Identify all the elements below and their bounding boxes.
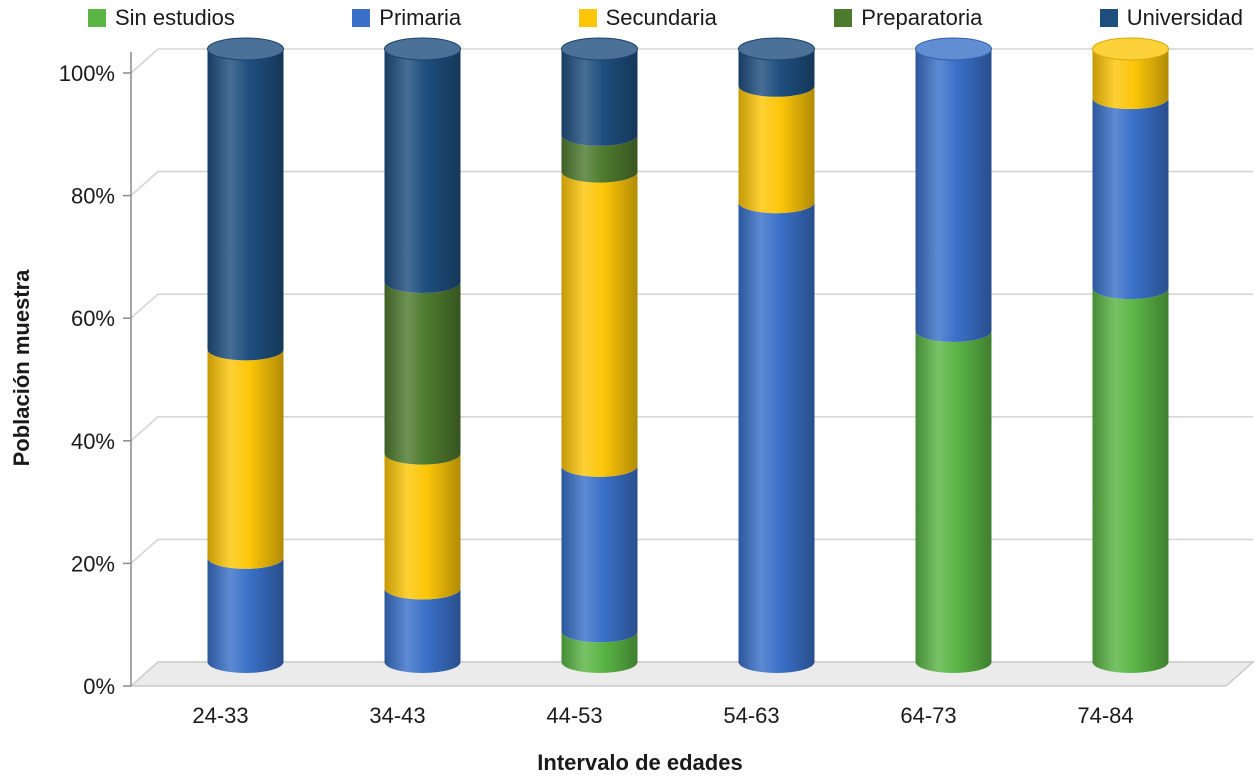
y-tick-label: 40% — [71, 429, 115, 454]
bar-segment-universidad-24-33 — [207, 49, 284, 361]
y-tick-label: 60% — [71, 306, 115, 331]
x-category-label: 74-84 — [1077, 703, 1133, 728]
bar-segment-secundaria-34-43 — [384, 453, 461, 600]
legend-swatch-universidad — [1099, 9, 1118, 27]
bar-segment-sin-estudios-74-84 — [1092, 288, 1169, 673]
bar-top-cap-44-53 — [561, 37, 638, 61]
legend-item-sin-estudios: Sin estudios — [88, 7, 235, 29]
bar-top-cap-24-33 — [207, 37, 284, 61]
bar-segment-sin-estudios-44-53 — [561, 631, 638, 673]
y-tick-label: 0% — [83, 674, 115, 699]
x-category-label: 44-53 — [546, 703, 602, 728]
bar-segment-universidad-44-53 — [561, 49, 638, 146]
bar-segment-preparatoria-44-53 — [561, 134, 638, 183]
y-axis-title: Población muestra — [9, 269, 34, 467]
legend: Sin estudios Primaria Secundaria Preparator… — [88, 2, 1243, 34]
chart-floor — [129, 661, 1255, 687]
y-tick-label: 80% — [71, 184, 115, 209]
bar-segment-primaria-74-84 — [1092, 98, 1169, 300]
bar-segment-secundaria-44-53 — [561, 171, 638, 477]
bar-segment-secundaria-24-33 — [207, 349, 284, 569]
legend-swatch-primaria — [352, 9, 371, 27]
x-category-label: 24-33 — [192, 703, 248, 728]
legend-label: Sin estudios — [115, 5, 235, 30]
gridline-80 — [130, 170, 1253, 197]
y-tick-label: 20% — [71, 551, 115, 576]
bar-segment-primaria-54-63 — [738, 202, 815, 673]
bar-segment-sin-estudios-64-73 — [915, 330, 992, 673]
bar-segment-universidad-54-63 — [738, 49, 815, 97]
x-category-label: 64-73 — [900, 703, 956, 728]
gridline-100 — [130, 48, 1253, 74]
legend-item-universidad: Universidad — [1099, 5, 1243, 30]
legend-swatch-preparatoria — [834, 9, 853, 27]
x-category-label: 34-43 — [369, 703, 425, 728]
bar-top-cap-64-73 — [915, 37, 992, 61]
bar-segment-primaria-24-33 — [207, 557, 284, 673]
bar-segment-primaria-34-43 — [384, 588, 461, 673]
bar-segment-primaria-64-73 — [915, 49, 992, 342]
x-category-label: 54-63 — [723, 703, 779, 728]
bar-top-cap-34-43 — [384, 37, 461, 61]
bar-segment-preparatoria-34-43 — [384, 281, 461, 465]
legend-label: Primaria — [379, 5, 462, 30]
gridline-20 — [130, 538, 1253, 564]
bar-segment-universidad-34-43 — [384, 49, 461, 293]
legend-item-preparatoria: Preparatoria — [834, 7, 982, 29]
legend-label: Preparatoria — [861, 5, 983, 30]
bar-top-cap-54-63 — [738, 37, 815, 61]
bar-segment-primaria-44-53 — [561, 465, 638, 643]
legend-swatch-secundaria — [578, 9, 597, 27]
gridline-40 — [130, 416, 1253, 442]
legend-label: Universidad — [1126, 5, 1243, 30]
x-axis-title: Intervalo de edades — [537, 750, 743, 775]
legend-swatch-sin-estudios — [88, 9, 106, 27]
y-tick-label: 100% — [59, 61, 115, 86]
legend-label: Secundaria — [605, 5, 717, 30]
gridline-60 — [130, 293, 1253, 319]
bar-top-cap-74-84 — [1092, 37, 1169, 61]
legend-item-primaria: Primaria — [352, 7, 461, 29]
bar-segment-secundaria-54-63 — [738, 85, 815, 214]
legend-item-secundaria: Secundaria — [578, 5, 717, 30]
bar-segment-secundaria-74-84 — [1092, 49, 1169, 110]
